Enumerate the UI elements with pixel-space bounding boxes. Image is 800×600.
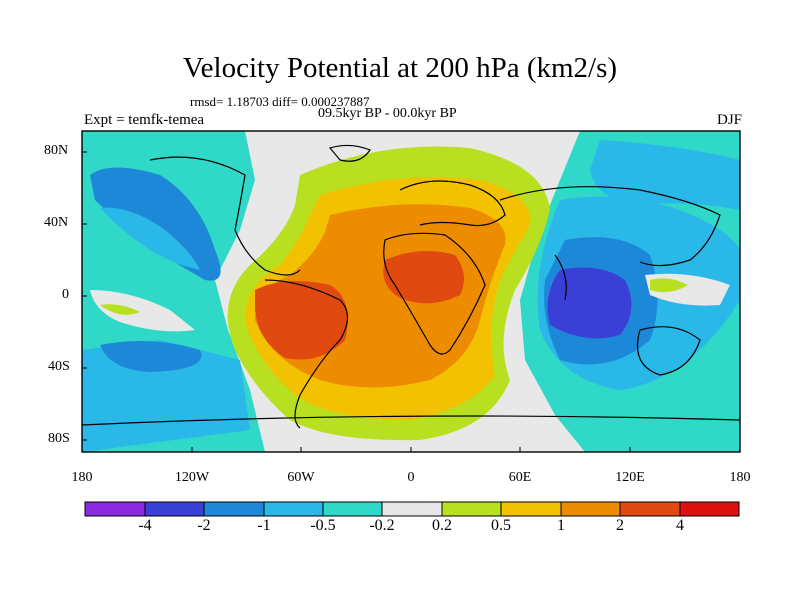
- colorbar: [84, 501, 740, 517]
- lat-label-40s: 40S: [48, 359, 70, 374]
- lon-label-120e: 120E: [615, 470, 645, 485]
- coastlines: [82, 144, 740, 429]
- colorbar-label: 0.2: [432, 517, 452, 534]
- lon-label-60w: 60W: [287, 470, 315, 485]
- lat-label-80n: 80N: [44, 143, 69, 158]
- lat-label-40n: 40N: [44, 215, 69, 230]
- experiment-label: Expt = temfk-temea: [84, 112, 205, 128]
- colorbar-label: 4: [676, 517, 684, 534]
- difference-label: 09.5kyr BP - 00.0kyr BP: [318, 106, 457, 121]
- lon-label-180e: 180: [729, 470, 751, 485]
- map-title: Velocity Potential at 200 hPa (km2/s): [182, 52, 618, 84]
- colorbar-label: 2: [616, 517, 624, 534]
- colorbar-label: -0.2: [369, 517, 395, 534]
- colorbar-label: -0.5: [310, 517, 336, 534]
- lon-label-180w: 180: [71, 470, 93, 485]
- lon-label-120w: 120W: [174, 470, 210, 485]
- lat-label-eq: 0: [62, 287, 69, 302]
- statistics-label: rmsd= 1.18703 diff= 0.000237887: [190, 94, 370, 109]
- season-label: DJF: [716, 112, 742, 128]
- lon-label-60e: 60E: [508, 470, 532, 485]
- colorbar-label: -4: [138, 517, 152, 534]
- lat-label-80s: 80S: [48, 431, 70, 446]
- colorbar-label: -1: [257, 517, 271, 534]
- colorbar-label: 1: [557, 517, 565, 534]
- contour-field: [82, 131, 740, 452]
- colorbar-label: 0.5: [491, 517, 511, 534]
- colorbar-label: -2: [197, 517, 211, 534]
- lon-label-0: 0: [407, 470, 415, 485]
